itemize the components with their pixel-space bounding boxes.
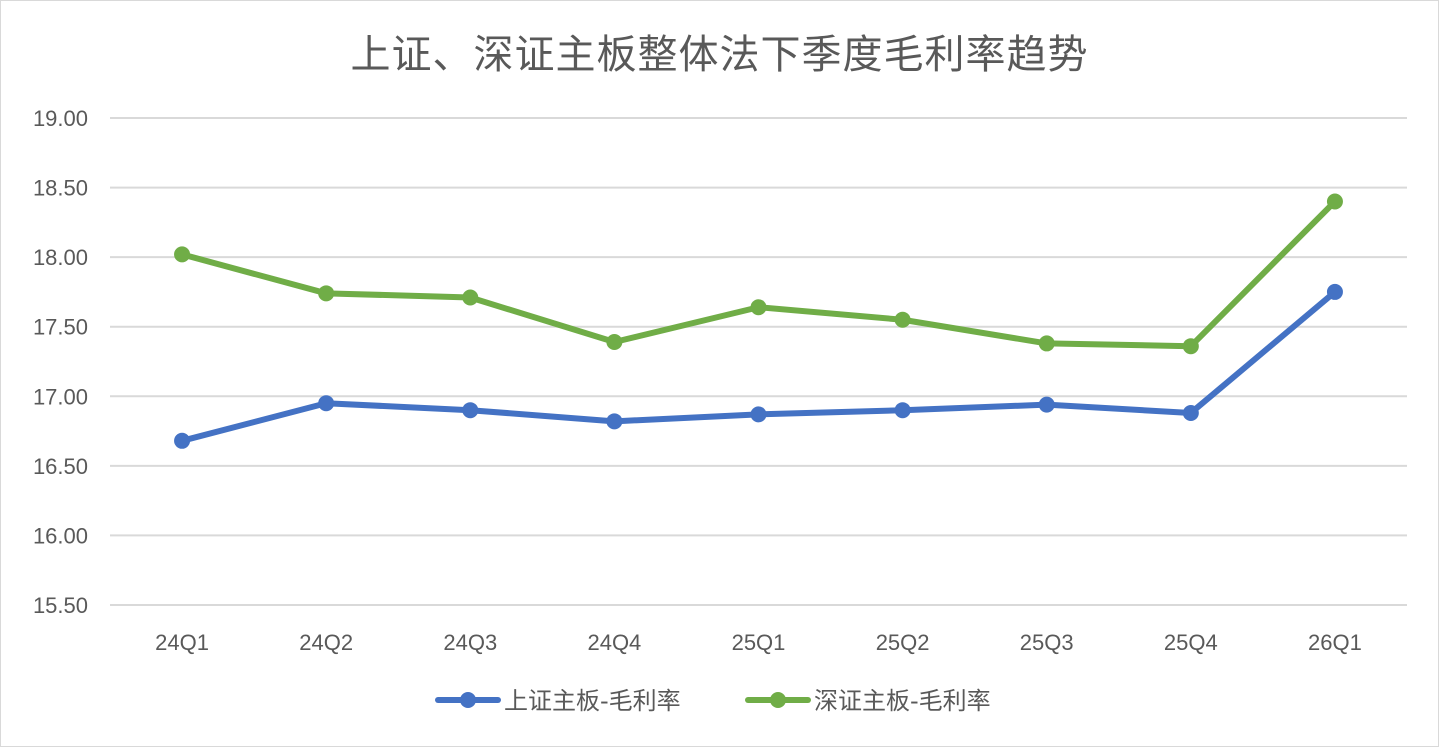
series-1 [174,283,1343,449]
x-tick-label: 25Q3 [1020,630,1074,655]
legend-swatch-marker [460,692,476,708]
data-point [1182,404,1199,421]
data-point [894,311,911,328]
data-point [318,395,335,412]
y-tick-label: 17.50 [33,315,88,340]
chart-title: 上证、深证主板整体法下季度毛利率趋势 [350,32,1089,78]
legend-item: 深证主板-毛利率 [745,687,991,715]
data-point [174,246,191,263]
y-tick-label: 18.50 [33,176,88,201]
data-point [894,402,911,419]
data-point [318,285,335,302]
x-tick-label: 25Q2 [876,630,930,655]
x-tick-label: 24Q2 [299,630,353,655]
legend: 上证主板-毛利率 深证主板-毛利率 [435,687,991,715]
series-2 [174,193,1343,355]
legend-label: 上证主板-毛利率 [504,687,681,715]
data-point [1038,396,1055,413]
x-axis-ticks: 24Q1 24Q2 24Q3 24Q4 25Q1 25Q2 25Q3 25Q4 26Q1 [155,630,1362,655]
data-point [1326,283,1343,300]
y-axis-ticks: 15.50 16.00 16.50 17.00 17.50 18.00 18.50 19.00 [33,106,88,618]
y-tick-label: 16.50 [33,454,88,479]
x-tick-label: 24Q1 [155,630,209,655]
legend-swatch-marker [770,692,786,708]
x-tick-label: 24Q4 [587,630,641,655]
series-lines [174,193,1343,449]
y-tick-label: 17.00 [33,384,88,409]
data-point [1038,335,1055,352]
data-point [462,402,479,419]
legend-label: 深证主板-毛利率 [814,687,991,715]
data-point [1182,338,1199,355]
data-point [750,406,767,423]
series-line [179,198,1338,350]
x-tick-label: 25Q1 [732,630,786,655]
gridlines [110,117,1407,606]
y-tick-label: 19.00 [33,106,88,131]
data-point [606,334,623,351]
y-tick-label: 16.00 [33,523,88,548]
x-tick-label: 24Q3 [443,630,497,655]
y-tick-label: 15.50 [33,593,88,618]
legend-item: 上证主板-毛利率 [435,687,681,715]
data-point [174,432,191,449]
data-point [606,413,623,430]
data-point [1326,193,1343,210]
y-tick-label: 18.00 [33,245,88,270]
data-point [750,299,767,316]
x-tick-label: 25Q4 [1164,630,1218,655]
data-point [462,289,479,306]
x-tick-label: 26Q1 [1308,630,1362,655]
